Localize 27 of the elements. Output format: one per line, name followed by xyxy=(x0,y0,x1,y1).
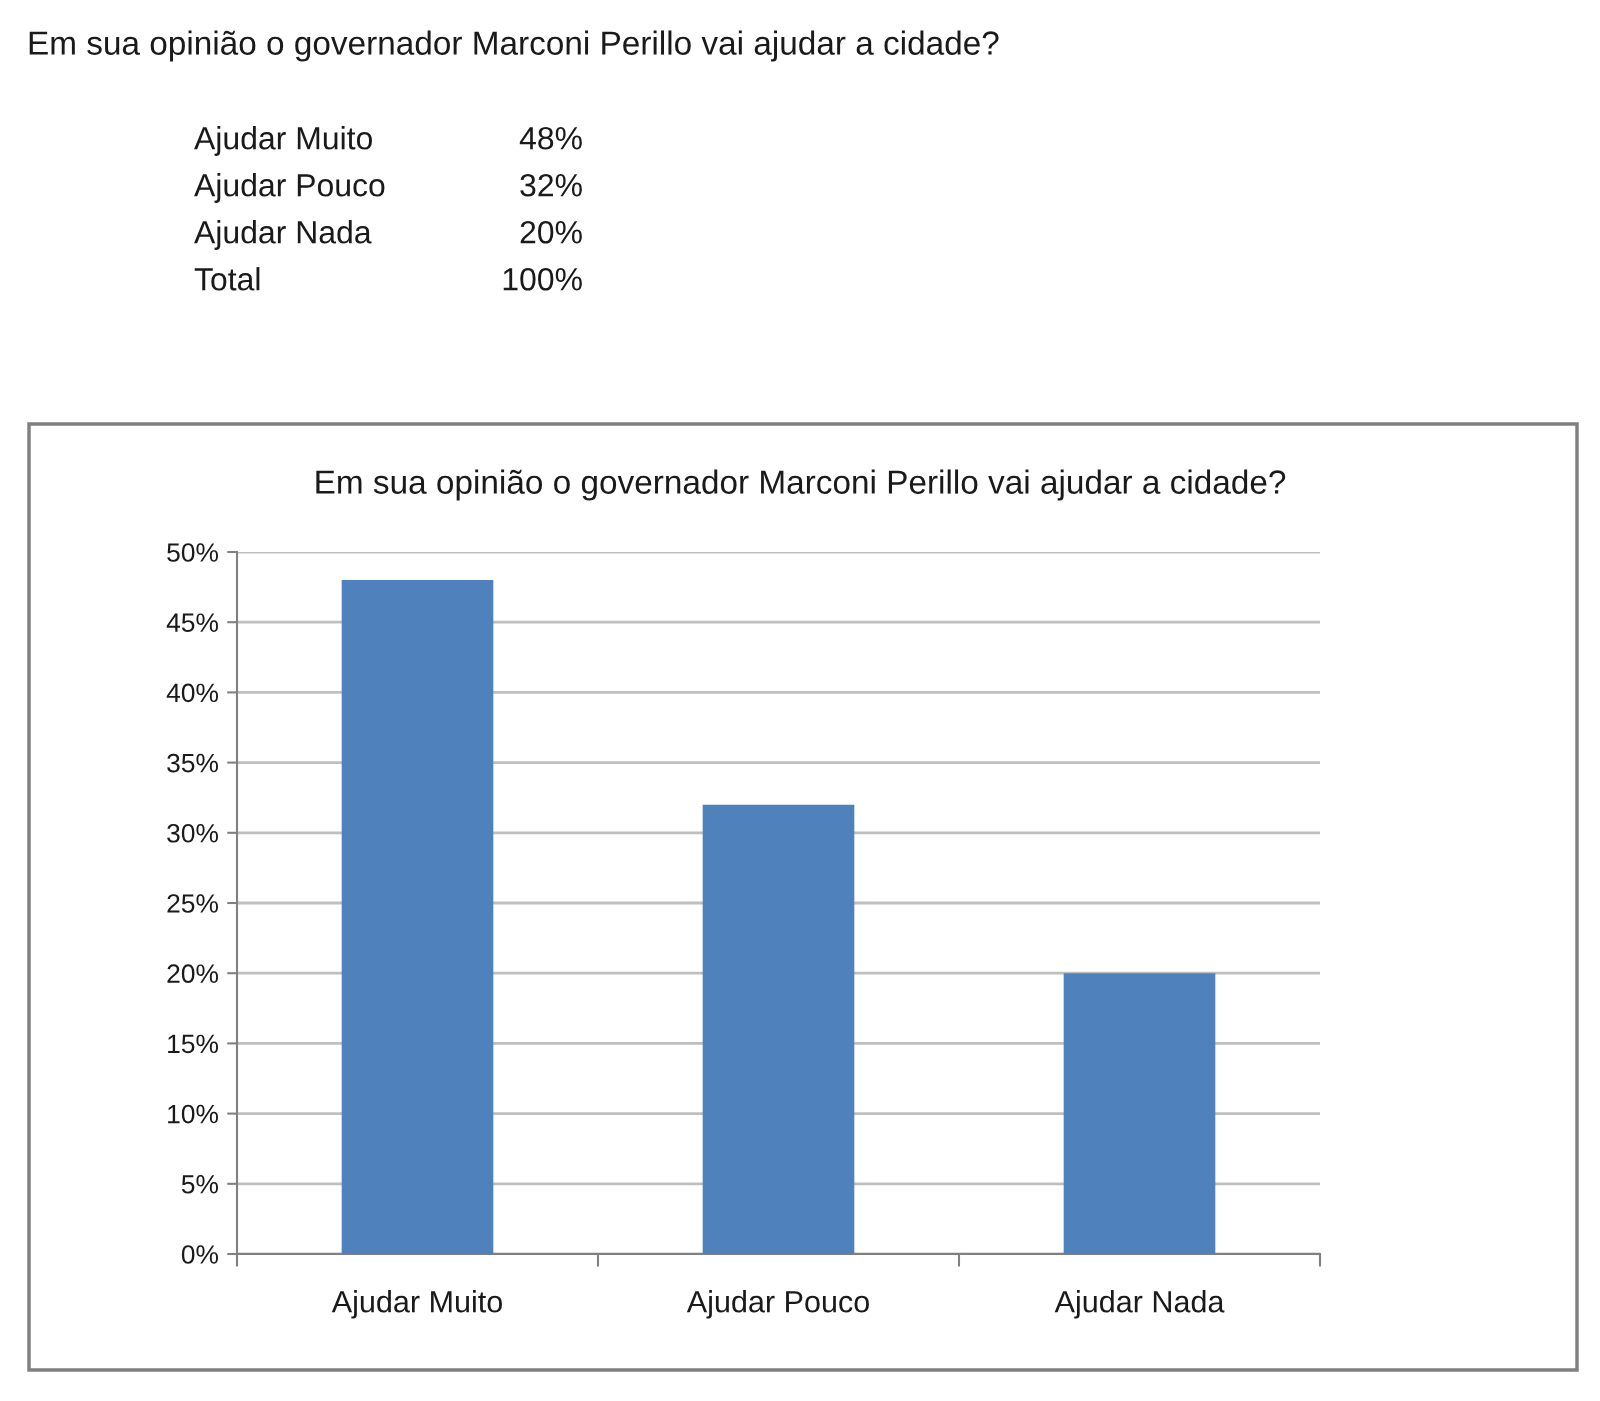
text: 100% xyxy=(503,267,582,291)
bar xyxy=(702,804,855,1254)
text: 48% xyxy=(519,126,582,150)
y-tick-label: 20% xyxy=(167,964,219,984)
y-tick-label: 45% xyxy=(166,613,219,633)
y-tick-label: 50% xyxy=(167,543,219,562)
x-tick-label: Ajudar Pouco xyxy=(686,1290,869,1319)
y-tick-label: 25% xyxy=(167,894,219,913)
text: Total xyxy=(194,267,260,291)
y-tick-label: 40% xyxy=(166,683,219,703)
y-tick-label: 15% xyxy=(168,1034,219,1054)
bar xyxy=(341,580,494,1254)
text: Ajudar Nada xyxy=(194,220,372,250)
y-tick-label: 5% xyxy=(181,1175,219,1194)
text: 32% xyxy=(520,173,582,197)
chart-title: Em sua opinião o governador Marconi Perillo vai ajudar a cidade? xyxy=(316,469,1286,501)
text: 20% xyxy=(520,220,582,244)
y-tick-label: 0% xyxy=(181,1245,219,1264)
text: Ajudar Pouco xyxy=(194,173,385,203)
y-tick-label: 35% xyxy=(167,753,219,773)
y-tick-label: 10% xyxy=(168,1104,219,1124)
x-tick-label: Ajudar Nada xyxy=(1054,1290,1225,1319)
text: Em sua opinião o governador Marconi Perillo vai ajudar a cidade? xyxy=(29,30,999,62)
text: Ajudar Muito xyxy=(194,126,372,156)
bar xyxy=(1063,973,1216,1254)
x-tick-label: Ajudar Muito xyxy=(331,1290,502,1319)
y-tick-label: 30% xyxy=(167,823,219,843)
